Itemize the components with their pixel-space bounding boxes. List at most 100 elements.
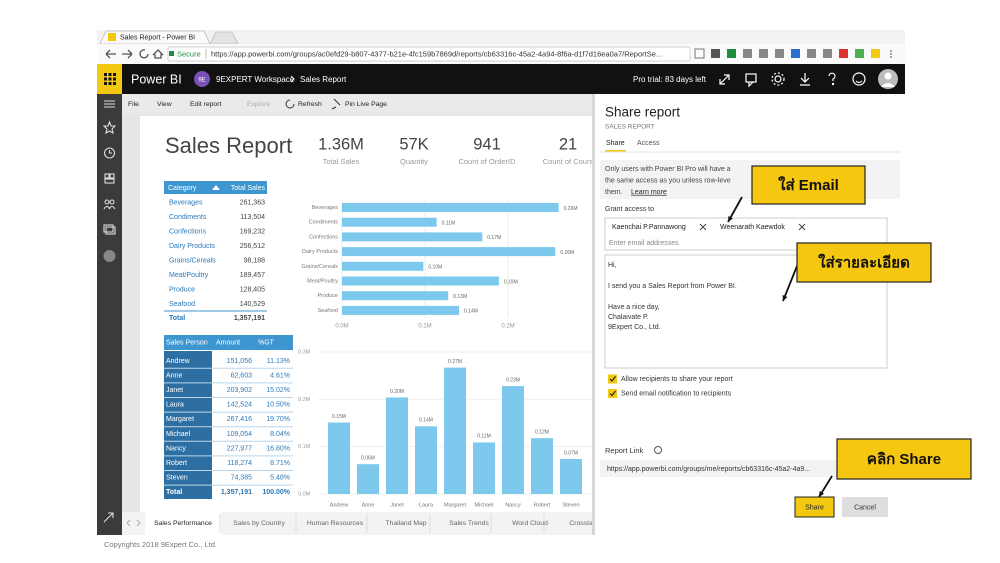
left-nav-icons[interactable] [102, 100, 117, 523]
table-total: Total [169, 315, 185, 322]
x-tick-label: Anne [362, 502, 375, 508]
url[interactable]: https://app.powerbi.com/groups/ac0efd29-… [211, 49, 662, 58]
bar [342, 305, 460, 315]
table-cell: Confections [169, 228, 206, 235]
callout-box [751, 165, 866, 205]
table-cell: Andrew [166, 358, 191, 365]
page-tab[interactable]: Crosstab [569, 520, 596, 527]
name-column [164, 351, 212, 499]
app-bar-icons[interactable] [719, 72, 866, 88]
page-tab[interactable]: Sales Performance [154, 520, 212, 527]
table-cell: 142,524 [227, 402, 252, 409]
table-cell: Robert [166, 460, 187, 467]
table-cell: Dairy Products [169, 243, 215, 250]
data-label: 0.20M [390, 389, 404, 395]
x-tick-label: 0.0M [335, 324, 348, 330]
table-cell: 62,603 [231, 372, 253, 379]
column-header[interactable]: Total Sales [231, 185, 266, 192]
x-tick-label: 0.2M [501, 324, 514, 330]
data-label: 0.12M [535, 429, 549, 435]
column-header[interactable]: Amount [216, 339, 240, 346]
table-cell: 227,977 [227, 445, 252, 452]
bar [342, 261, 424, 271]
toolbar-item[interactable]: Explore [247, 101, 270, 108]
share-button[interactable] [794, 496, 835, 518]
checkbox[interactable] [608, 389, 617, 398]
remove-recipient[interactable] [699, 223, 707, 231]
remove-recipient[interactable] [798, 223, 806, 231]
notice-text: Only users with Power BI Pro will have a [605, 166, 731, 173]
nav-buttons[interactable] [105, 49, 164, 59]
bar [342, 217, 437, 227]
extension-icons[interactable] [694, 48, 892, 59]
kpi-value: 21 [559, 135, 577, 153]
workspace-icon[interactable] [103, 250, 116, 262]
avatar-head [884, 72, 892, 80]
toolbar-item[interactable]: Refresh [298, 101, 322, 108]
data-label: 0.23M [506, 377, 520, 383]
breadcrumb-workspace[interactable]: 9EXPERT Workspace [216, 75, 295, 84]
cancel-button[interactable] [842, 497, 888, 517]
table-cell: 4.61% [270, 372, 290, 379]
data-label: 0.11M [477, 434, 491, 440]
table-total: 1,357,191 [234, 315, 265, 322]
email-input[interactable]: Enter email addresses [609, 240, 679, 247]
toolbar-item[interactable]: File [128, 101, 139, 108]
y-tick-label: 0.0M [298, 491, 311, 497]
message-line: Chalaivate P. [608, 314, 649, 321]
page-tab[interactable]: Human Resources [307, 520, 364, 527]
tab-title[interactable]: Sales Report - Power BI [120, 34, 195, 41]
option-label: Allow recipients to share your report [621, 376, 733, 383]
callout-arrow [782, 265, 798, 302]
y-tick-label: Dairy Products [302, 249, 338, 255]
table-cell: Janet [166, 387, 183, 394]
address-bar[interactable] [167, 46, 691, 62]
y-tick-label: 0.2M [298, 397, 311, 403]
table-cell: 140,529 [240, 301, 265, 308]
x-tick-label: Michael [475, 502, 494, 508]
table-cell: 16.80% [266, 445, 290, 452]
bar [342, 203, 559, 212]
data-label: 0.26M [560, 250, 574, 256]
x-tick-label: 0.1M [418, 324, 431, 330]
cancel-button-label[interactable]: Cancel [854, 504, 876, 511]
waffle-icon [104, 73, 116, 85]
table-cell: 100.00% [262, 489, 290, 496]
column-header[interactable]: Sales Person [166, 339, 208, 346]
breadcrumb-report[interactable]: Sales Report [300, 75, 347, 84]
share-button-label[interactable]: Share [805, 504, 824, 511]
table-cell: 8.71% [270, 460, 290, 467]
page-tab[interactable]: Thailand Map [385, 520, 426, 527]
app-bar [97, 64, 905, 94]
copyright: Copyrights 2018 9Expert Co., Ltd. [104, 540, 217, 549]
trial-notice[interactable]: Pro trial: 83 days left [633, 75, 707, 84]
table-cell: Margaret [166, 416, 194, 423]
checkbox[interactable] [608, 374, 617, 384]
workspace-badge [194, 71, 210, 87]
toolbar-item[interactable]: Edit report [190, 101, 221, 108]
product-name: Power BI [131, 72, 182, 86]
toolbar-item[interactable]: Pin Live Page [345, 101, 387, 108]
column-header[interactable]: %GT [258, 339, 275, 346]
y-tick-label: Confections [309, 234, 338, 240]
kpi-label: Total Sales [323, 157, 360, 166]
table-cell: Meat/Poultry [169, 272, 209, 279]
tab-favicon [108, 33, 116, 41]
report-link[interactable]: https://app.powerbi.com/groups/me/report… [607, 466, 810, 473]
message-line: Have a nice day, [608, 304, 660, 311]
panel-tab[interactable]: Share [606, 140, 625, 147]
workspace-badge-text: 9E [198, 78, 205, 84]
page-tab[interactable]: Sales by Country [233, 520, 285, 527]
tab-scroll[interactable] [126, 519, 141, 527]
checkmark [609, 376, 616, 382]
kpi-label: Count of OrderID [458, 157, 516, 166]
page-tab[interactable]: Word Cloud [512, 520, 548, 527]
page-tab[interactable]: Sales Trends [449, 520, 489, 527]
table-cell: Condiments [169, 214, 207, 221]
kpi-value: 941 [473, 135, 501, 153]
toolbar-item[interactable]: View [157, 101, 172, 108]
column-header[interactable]: Category [168, 185, 197, 192]
learn-more-link[interactable]: Learn more [631, 189, 667, 196]
panel-tab[interactable]: Access [637, 140, 660, 147]
table-cell: 151,056 [227, 358, 252, 365]
